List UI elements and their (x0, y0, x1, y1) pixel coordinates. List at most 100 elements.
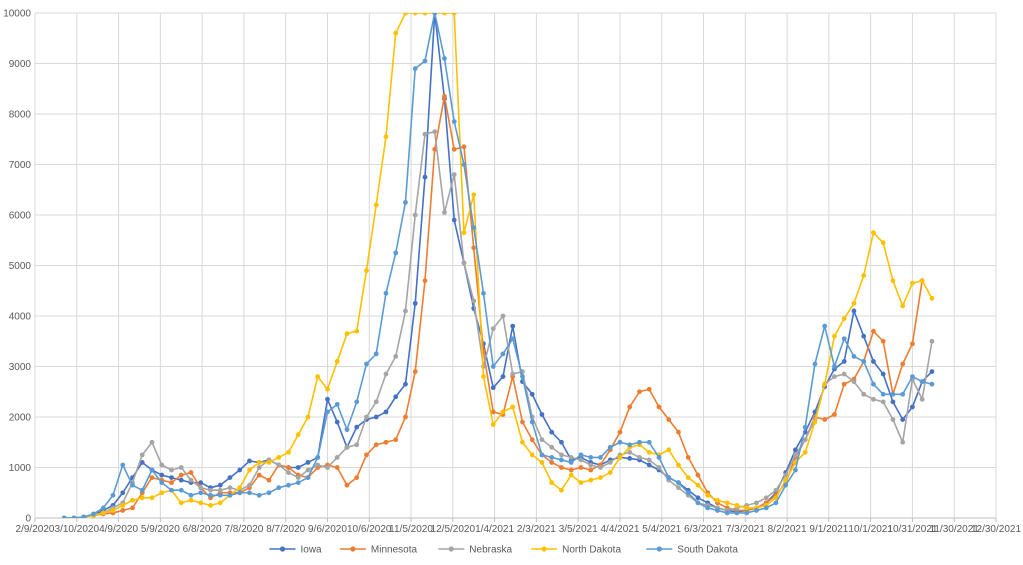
data-point-iowa (871, 359, 876, 364)
data-point-iowa (139, 460, 145, 465)
data-point-south-dakota (169, 487, 174, 493)
series-south-dakota (61, 13, 935, 518)
data-point-north-dakota (100, 510, 106, 516)
data-point-nebraska (549, 444, 555, 450)
data-point-north-dakota (139, 495, 145, 501)
data-point-nebraska (217, 487, 223, 493)
y-tick-label: 8000 (9, 110, 32, 121)
x-tick-label: 5/9/2020 (141, 524, 180, 535)
data-point-nebraska (637, 455, 642, 460)
x-tick-label: 12/5/2020 (431, 524, 476, 535)
data-point-iowa (393, 394, 399, 400)
data-point-nebraska (354, 442, 360, 448)
data-point-minnesota (130, 505, 135, 511)
legend-item-nebraska: Nebraska (438, 545, 513, 556)
gridlines (34, 12, 997, 519)
data-point-south-dakota (617, 439, 623, 445)
data-point-north-dakota (471, 192, 477, 198)
data-point-south-dakota (188, 492, 194, 498)
data-point-south-dakota (919, 379, 925, 385)
data-point-iowa (793, 447, 798, 453)
data-point-north-dakota (666, 447, 672, 453)
data-point-north-dakota (685, 475, 691, 480)
y-tick-label: 4000 (9, 312, 32, 323)
data-point-north-dakota (481, 374, 486, 379)
data-point-north-dakota (442, 13, 447, 16)
data-point-north-dakota (422, 13, 428, 16)
data-point-south-dakota (432, 13, 438, 16)
data-point-north-dakota (802, 449, 808, 455)
data-point-nebraska (851, 379, 857, 385)
data-point-minnesota (169, 480, 174, 486)
data-point-nebraska (451, 172, 457, 178)
data-point-nebraska (539, 437, 545, 443)
data-point-south-dakota (607, 444, 613, 450)
data-point-south-dakota (900, 391, 906, 397)
data-point-nebraska (841, 371, 847, 377)
data-point-north-dakota (715, 497, 720, 503)
data-point-north-dakota (461, 230, 467, 236)
data-point-north-dakota (295, 432, 301, 438)
data-point-north-dakota (832, 333, 837, 339)
data-point-south-dakota (403, 199, 408, 205)
data-point-iowa (383, 409, 389, 415)
data-point-south-dakota (773, 500, 779, 506)
data-point-iowa (695, 495, 701, 501)
x-tick-label: 3/5/2021 (559, 524, 598, 535)
data-point-minnesota (403, 414, 408, 420)
x-tick-label: 11/30/2021 (930, 524, 980, 535)
data-point-south-dakota (715, 508, 720, 513)
data-point-north-dakota (861, 273, 867, 278)
data-point-north-dakota (539, 460, 545, 465)
data-point-south-dakota (334, 401, 340, 407)
data-point-north-dakota (149, 495, 155, 501)
x-tick-label: 4/4/2021 (600, 524, 639, 535)
x-tick-label: 5/4/2021 (642, 524, 681, 535)
x-tick-label: 3/10/2020 (55, 524, 100, 535)
data-point-north-dakota (734, 502, 740, 508)
data-point-iowa (910, 404, 915, 410)
data-point-nebraska (159, 462, 165, 468)
data-point-nebraska (676, 485, 681, 491)
data-point-north-dakota (344, 331, 350, 337)
data-point-south-dakota (578, 452, 584, 458)
data-point-south-dakota (880, 391, 886, 397)
data-point-minnesota (637, 389, 642, 395)
data-point-north-dakota (744, 505, 750, 511)
data-point-minnesota (588, 467, 594, 473)
data-point-minnesota (383, 439, 389, 445)
data-point-north-dakota (851, 300, 857, 306)
data-point-iowa (120, 490, 126, 496)
data-point-north-dakota (588, 477, 594, 483)
data-point-south-dakota (763, 505, 769, 511)
data-point-nebraska (588, 462, 594, 468)
data-point-nebraska (627, 449, 633, 455)
data-point-south-dakota (637, 439, 642, 445)
legend-label-nebraska: Nebraska (469, 545, 512, 556)
data-point-north-dakota (890, 278, 896, 284)
data-point-south-dakota (822, 323, 828, 329)
data-point-south-dakota (461, 162, 467, 167)
data-point-north-dakota (451, 13, 457, 16)
data-point-north-dakota (841, 316, 847, 321)
data-point-south-dakota (481, 290, 486, 296)
data-point-north-dakota (549, 480, 555, 486)
data-point-north-dakota (383, 134, 389, 140)
data-point-south-dakota (705, 505, 711, 511)
data-point-north-dakota (607, 470, 613, 475)
data-point-nebraska (198, 485, 204, 491)
data-point-iowa (851, 308, 857, 314)
data-point-minnesota (461, 144, 467, 150)
data-point-north-dakota (617, 455, 623, 460)
data-point-nebraska (364, 414, 369, 420)
data-point-minnesota (559, 465, 564, 470)
y-tick-label: 3000 (9, 362, 32, 373)
data-point-south-dakota (646, 439, 652, 445)
data-point-nebraska (754, 500, 759, 506)
data-point-north-dakota (500, 409, 506, 415)
data-point-nebraska (373, 399, 379, 405)
data-point-south-dakota (666, 475, 672, 480)
data-point-north-dakota (364, 268, 369, 273)
data-point-south-dakota (217, 492, 223, 498)
x-tick-label: 9/6/2020 (308, 524, 347, 535)
